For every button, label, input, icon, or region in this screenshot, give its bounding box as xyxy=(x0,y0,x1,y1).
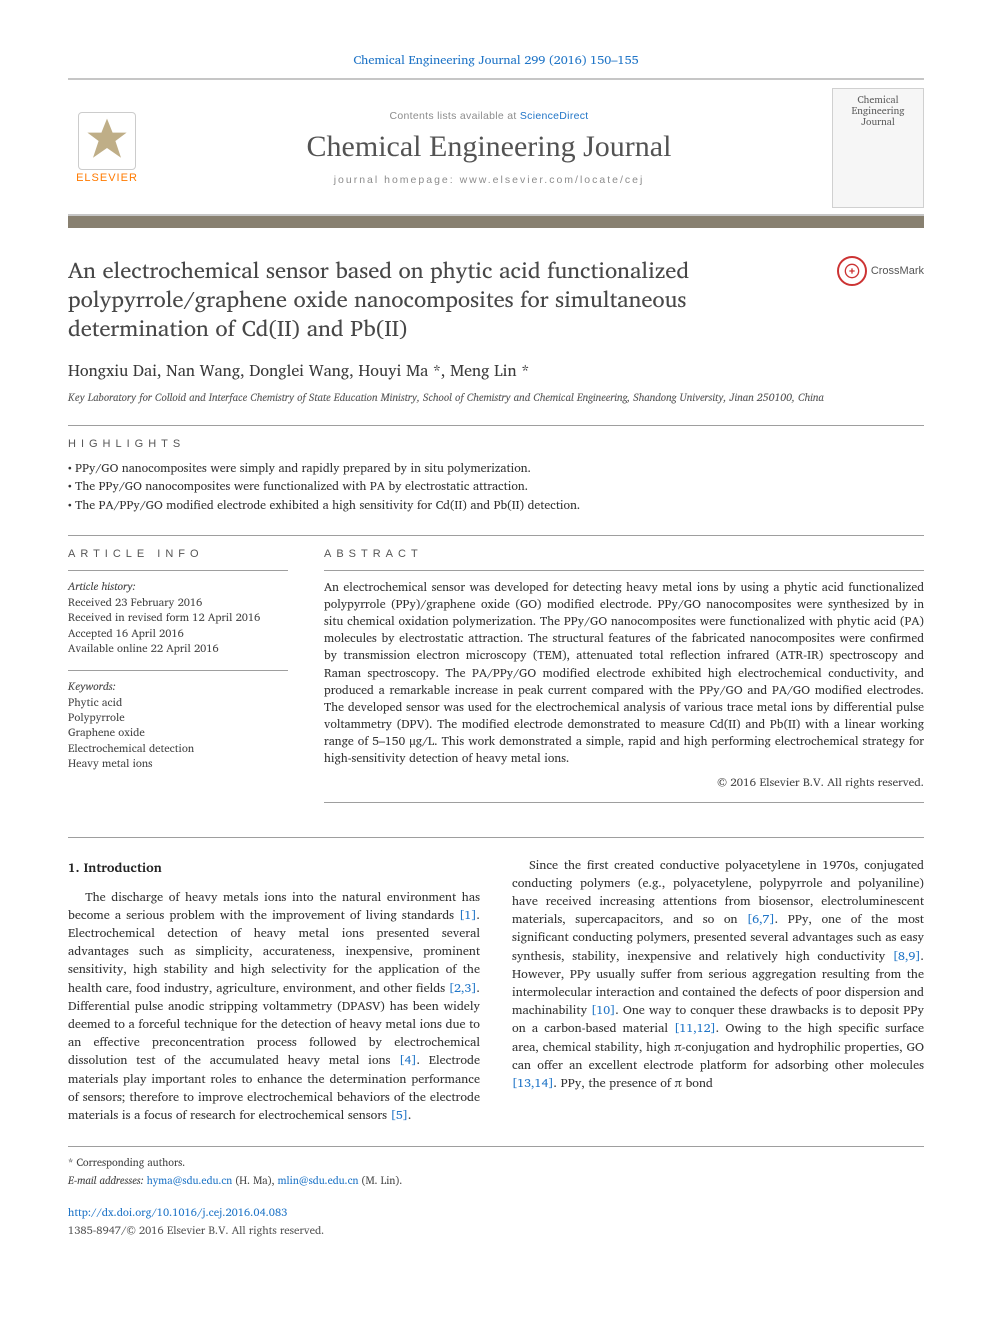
section-heading-introduction: 1. Introduction xyxy=(68,856,480,878)
body-paragraph: Since the first created conductive polya… xyxy=(512,856,924,1092)
crossmark-icon xyxy=(837,256,867,286)
journal-header-band: ELSEVIER Contents lists available at Sci… xyxy=(68,78,924,216)
divider xyxy=(68,570,288,571)
citation-link[interactable]: [13,14] xyxy=(512,1073,554,1093)
cover-title-text: Chemical Engineering Journal xyxy=(837,95,919,128)
article-history: Article history: Received 23 February 20… xyxy=(68,579,288,656)
citation-link[interactable]: [11,12] xyxy=(674,1018,716,1038)
abstract-text: An electrochemical sensor was developed … xyxy=(324,579,924,766)
citation-link[interactable]: [10] xyxy=(591,1000,615,1020)
email-addresses: E-mail addresses: hyma@sdu.edu.cn (H. Ma… xyxy=(68,1171,924,1189)
crossmark-label: CrossMark xyxy=(871,265,924,277)
doi-block: http://dx.doi.org/10.1016/j.cej.2016.04.… xyxy=(68,1203,924,1239)
divider xyxy=(68,837,924,838)
copyright-line: © 2016 Elsevier B.V. All rights reserved… xyxy=(324,773,924,792)
corresponding-author-note: * Corresponding authors. xyxy=(68,1153,924,1171)
email-link[interactable]: mlin@sdu.edu.cn xyxy=(278,1171,359,1189)
accent-bar xyxy=(68,216,924,228)
highlight-item: PPy/GO nanocomposites were simply and ra… xyxy=(68,460,924,479)
email-link[interactable]: hyma@sdu.edu.cn xyxy=(147,1171,233,1189)
article-title: An electrochemical sensor based on phyti… xyxy=(68,256,821,342)
body-two-column: 1. Introduction The discharge of heavy m… xyxy=(68,856,924,1124)
journal-reference: Chemical Engineering Journal 299 (2016) … xyxy=(68,50,924,70)
journal-name: Chemical Engineering Journal xyxy=(156,130,822,164)
footnotes: * Corresponding authors. E-mail addresse… xyxy=(68,1146,924,1189)
keywords-block: Keywords: Phytic acid Polypyrrole Graphe… xyxy=(68,679,288,771)
journal-reference-link[interactable]: Chemical Engineering Journal 299 (2016) … xyxy=(353,50,638,70)
highlights-label: HIGHLIGHTS xyxy=(68,438,924,450)
divider xyxy=(68,425,924,426)
highlight-item: The PPy/GO nanocomposites were functiona… xyxy=(68,478,924,497)
issn-copyright-line: 1385-8947/© 2016 Elsevier B.V. All right… xyxy=(68,1221,924,1239)
citation-link[interactable]: [2,3] xyxy=(449,978,477,998)
elsevier-logo[interactable]: ELSEVIER xyxy=(68,112,146,184)
article-info-label: ARTICLE INFO xyxy=(68,548,288,560)
body-paragraph: The discharge of heavy metals ions into … xyxy=(68,888,480,1124)
citation-link[interactable]: [1] xyxy=(459,905,476,925)
citation-link[interactable]: [5] xyxy=(391,1105,408,1125)
journal-cover-thumbnail[interactable]: Chemical Engineering Journal xyxy=(832,88,924,208)
highlights-list: PPy/GO nanocomposites were simply and ra… xyxy=(68,460,924,516)
journal-homepage-line: journal homepage: www.elsevier.com/locat… xyxy=(156,174,822,186)
citation-link[interactable]: [8,9] xyxy=(893,946,921,966)
highlight-item: The PA/PPy/GO modified electrode exhibit… xyxy=(68,497,924,516)
divider xyxy=(68,535,924,536)
citation-link[interactable]: [6,7] xyxy=(747,909,775,929)
sciencedirect-link[interactable]: ScienceDirect xyxy=(520,110,589,122)
affiliation: Key Laboratory for Colloid and Interface… xyxy=(68,390,924,404)
abstract-label: ABSTRACT xyxy=(324,548,924,560)
divider xyxy=(324,570,924,571)
contents-lists-line: Contents lists available at ScienceDirec… xyxy=(156,110,822,122)
authors-line: Hongxiu Dai, Nan Wang, Donglei Wang, Hou… xyxy=(68,358,924,384)
elsevier-tree-icon xyxy=(78,112,136,170)
crossmark-badge[interactable]: CrossMark xyxy=(837,256,924,286)
journal-homepage-url[interactable]: www.elsevier.com/locate/cej xyxy=(460,174,645,186)
doi-link[interactable]: http://dx.doi.org/10.1016/j.cej.2016.04.… xyxy=(68,1203,287,1221)
citation-link[interactable]: [4] xyxy=(399,1050,416,1070)
divider xyxy=(324,802,924,803)
divider xyxy=(68,670,288,671)
elsevier-wordmark: ELSEVIER xyxy=(76,172,138,184)
